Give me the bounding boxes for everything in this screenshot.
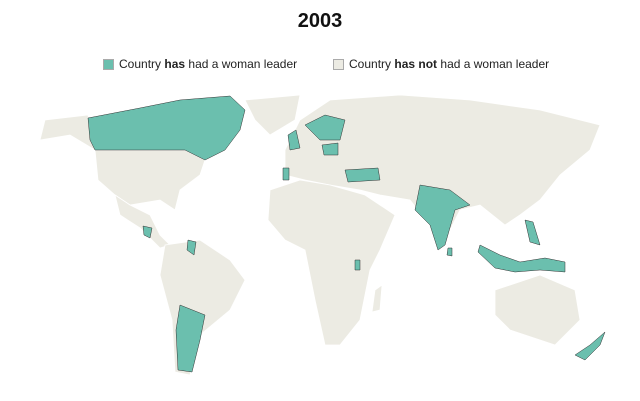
highlighted-countries (87, 95, 606, 373)
india (414, 184, 471, 251)
eurasia (284, 94, 601, 251)
uganda (354, 259, 361, 271)
africa (267, 179, 396, 346)
canada (87, 95, 246, 161)
turkey (344, 167, 381, 183)
land (39, 94, 601, 376)
argentina (175, 304, 206, 373)
poland (321, 142, 339, 156)
legend-text: Country (349, 57, 392, 71)
legend-item: Country has had a woman leader (103, 57, 297, 71)
sri-lanka (446, 247, 453, 257)
guyana (186, 239, 197, 256)
south-america (159, 239, 246, 376)
australia (494, 274, 581, 346)
nicaragua (142, 225, 153, 239)
uk-ireland (287, 129, 301, 151)
legend-text: Country (119, 57, 162, 71)
usa (94, 149, 206, 211)
legend-swatch (103, 58, 114, 70)
new-zealand (574, 331, 606, 361)
legend-emphasis: has not (394, 57, 438, 71)
indonesia (477, 244, 566, 273)
legend-emphasis: has (164, 57, 186, 71)
legend-text: had a woman leader (440, 57, 550, 71)
philippines (524, 219, 541, 246)
portugal (282, 167, 290, 181)
title: 2003 (297, 10, 343, 32)
greenland (244, 94, 301, 136)
legend-item: Country has not had a woman leader (333, 57, 549, 71)
alaska (39, 114, 96, 151)
scandinavia (304, 114, 346, 141)
legend-text: had a woman leader (188, 57, 298, 71)
legend-swatch (333, 58, 344, 70)
madagascar (371, 284, 383, 313)
